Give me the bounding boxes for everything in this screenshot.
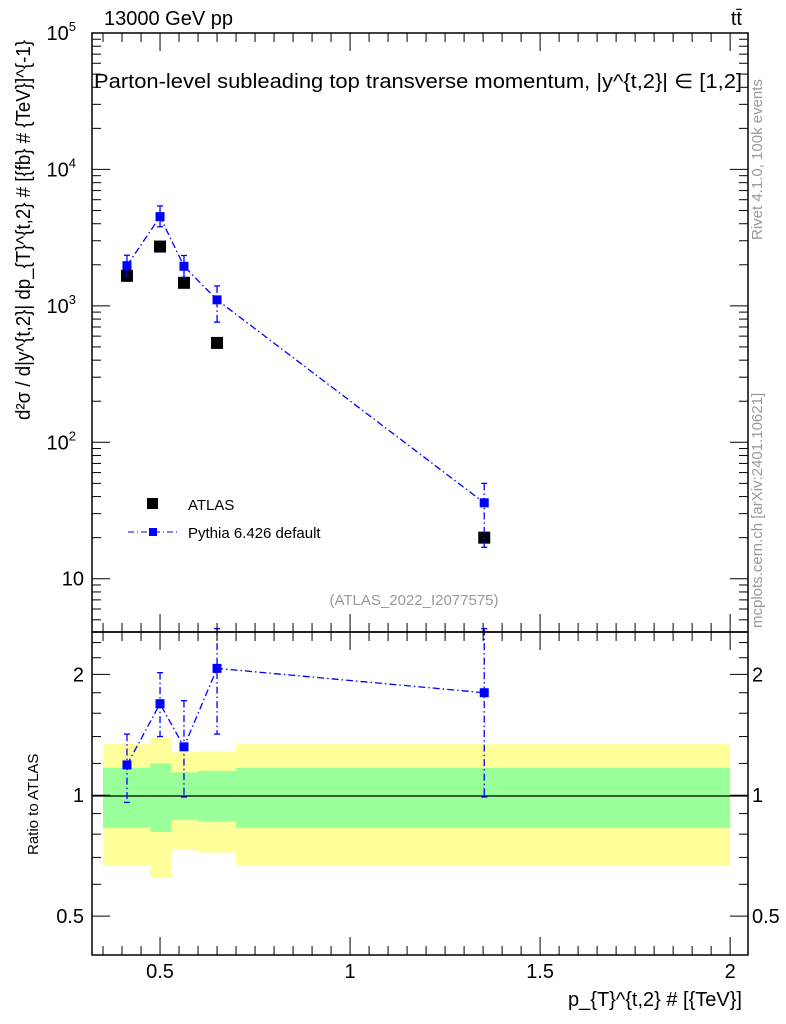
- ratio-y-tick-label-right: 0.5: [752, 906, 780, 928]
- x-tick-label: 1.5: [526, 961, 554, 983]
- y-tick-label: 10: [62, 569, 84, 591]
- pythia-point: [155, 212, 165, 222]
- y-tick-label: 102: [47, 428, 76, 454]
- rivet-label: Rivet 4.1.0, 100k events: [749, 79, 766, 240]
- pythia-point: [479, 498, 489, 508]
- y-tick-label: 104: [47, 155, 76, 181]
- pythia-point: [179, 742, 189, 752]
- chart-title: Parton-level subleading top transverse m…: [94, 71, 742, 93]
- band-inner-bin: [150, 763, 172, 832]
- data-marks: [120, 205, 491, 803]
- y-tick-label: 105: [47, 19, 76, 45]
- band-inner-bin: [236, 767, 731, 828]
- pythia-line: [126, 215, 485, 504]
- atlas-point: [211, 336, 224, 349]
- ratio-y-tick-label: 0.5: [56, 906, 84, 928]
- pythia-point: [479, 688, 489, 698]
- atlas-point: [154, 240, 167, 253]
- pythia-point: [155, 699, 165, 709]
- x-tick-label: 2: [725, 961, 736, 983]
- ratio-y-label: Ratio to ATLAS: [25, 754, 42, 855]
- ratio-y-tick-label-right: 2: [752, 664, 763, 686]
- y-tick-label: 103: [47, 292, 76, 318]
- pythia-point: [212, 663, 222, 673]
- pythia-point: [212, 295, 222, 305]
- legend-atlas-marker: [147, 498, 158, 509]
- atlas-point: [177, 276, 190, 289]
- pythia-point: [122, 261, 132, 271]
- x-axis-label: p_{T}^{t,2} # [{TeV}]: [568, 989, 742, 1011]
- ratio-y-tick-label-right: 1: [752, 785, 763, 807]
- analysis-watermark: (ATLAS_2022_I2077575): [329, 592, 498, 609]
- legend-pythia-marker: [149, 528, 157, 536]
- x-tick-label: 0.5: [146, 961, 174, 983]
- energy-label: 13000 GeV pp: [104, 8, 233, 30]
- main-y-label: d²σ / d|y^{t,2}| dp_{T}^{t,2} # [{fb} # …: [13, 40, 35, 420]
- main-frame: [91, 32, 749, 633]
- legend-pythia-label: Pythia 6.426 default: [188, 525, 321, 542]
- process-label: tt̄: [731, 8, 743, 30]
- pythia-point: [122, 760, 132, 770]
- pythia-point: [179, 261, 189, 271]
- x-tick-label: 1: [345, 961, 356, 983]
- ratio-y-tick-label: 1: [73, 785, 84, 807]
- ratio-frame: [91, 631, 749, 956]
- ratio-bands: [103, 737, 731, 878]
- legend-atlas-label: ATLAS: [188, 497, 234, 514]
- mcplots-label: mcplots.cern.ch [arXiv:2401.10621]: [749, 393, 766, 628]
- legend: ATLAS Pythia 6.426 default: [128, 497, 321, 542]
- ratio-y-tick-label: 2: [73, 664, 84, 686]
